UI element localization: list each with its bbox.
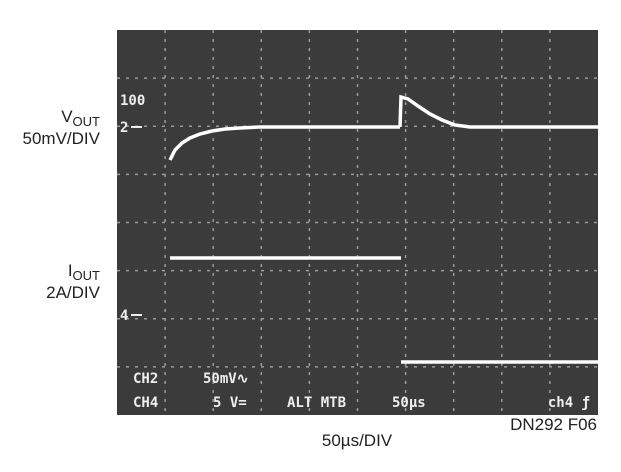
marker: 2 [120,120,128,136]
grid [117,30,598,415]
readout-channel: CH4 [133,395,158,411]
marker: 4 [120,308,128,324]
vout-symbol: V [61,107,73,126]
iout-symbol: I [68,261,73,280]
readout-setting: 5 V= [213,395,247,411]
iout-scale: 2A/DIV [46,283,101,302]
vout-label: VOUT [61,107,100,129]
marker: 100 [120,93,145,109]
readout-channel: CH2 [133,371,158,387]
vout-subscript: OUT [73,114,101,129]
vout-trace [398,94,598,129]
readout-trigger: ch4 ƒ [548,395,590,411]
vout-scale: 50mV/DIV [23,129,101,148]
iout-subscript: OUT [73,268,101,283]
readout-setting: 50mV∿ [203,371,248,387]
figure-id: DN292 F06 [510,415,597,434]
iout-label: IOUT [68,261,100,283]
vout-trace [168,125,400,161]
readout-mode: ALT MTB [287,395,346,411]
readout-timebase: 50µs [392,395,426,411]
time-scale: 50µs/DIV [322,431,393,450]
